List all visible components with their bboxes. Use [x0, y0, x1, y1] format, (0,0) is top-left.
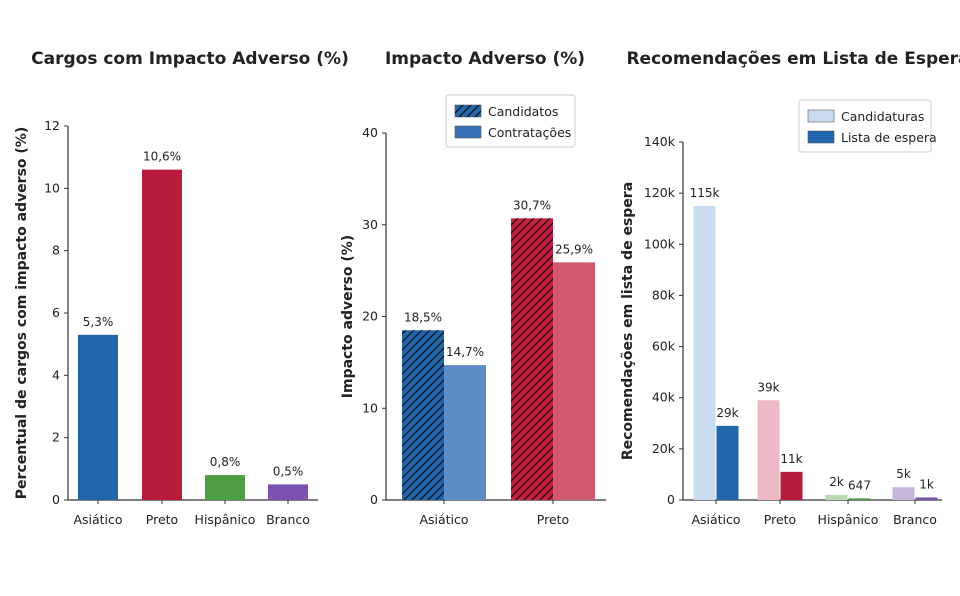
bar-3	[205, 475, 245, 500]
x-tick-label: Preto	[764, 512, 796, 527]
y-tick-label: 100k	[644, 236, 676, 251]
x-tick-label: Hispânico	[818, 512, 879, 527]
data-label: 0,5%	[273, 464, 304, 478]
bar-2-4	[915, 497, 938, 500]
legend-swatch	[807, 130, 835, 144]
y-tick-label: 10	[362, 400, 378, 415]
legend: Candidatos Contratações	[445, 94, 576, 148]
x-tick-label: Asiático	[73, 512, 122, 527]
legend: Candidaturas Lista de espera	[798, 99, 937, 153]
chart-title: Impacto Adverso (%)	[385, 49, 585, 69]
bar-1-2	[757, 400, 780, 500]
legend-swatch	[807, 109, 835, 123]
legend-swatch-hatch	[455, 105, 481, 117]
x-tick-label: Hispânico	[195, 512, 256, 527]
bar-2-2	[780, 471, 803, 500]
y-tick-label: 30	[362, 217, 378, 232]
x-tick-label: Asiático	[419, 512, 468, 527]
y-tick-label: 12	[44, 118, 60, 133]
data-label: 0,8%	[210, 455, 241, 469]
y-tick-label: 4	[52, 367, 60, 382]
y-tick-label: 80k	[652, 287, 676, 302]
legend-label: Candidatos	[488, 104, 558, 119]
bar-2-3	[848, 498, 871, 500]
y-tick-label: 0	[52, 492, 60, 507]
bar-1-3	[825, 494, 848, 500]
data-label: 10,6%	[143, 150, 181, 164]
data-label: 5,3%	[83, 315, 114, 329]
data-label: 14,7%	[446, 345, 484, 359]
bar-4	[268, 484, 308, 500]
bar-hatch-2	[511, 218, 553, 500]
y-tick-label: 120k	[644, 185, 676, 200]
data-label: 30,7%	[513, 198, 551, 212]
data-label: 1k	[919, 477, 934, 491]
y-tick-label: 10	[44, 180, 60, 195]
y-tick-label: 60k	[652, 339, 676, 354]
chart-1: Cargos com Impacto Adverso (%) 0 2 4 6 8 10 12 P…	[14, 49, 349, 527]
bar-2-2	[553, 262, 595, 500]
bar-2-1	[716, 425, 739, 500]
bar-hatch-1	[402, 330, 444, 500]
data-label: 11k	[780, 452, 802, 466]
data-label: 18,5%	[404, 310, 442, 324]
data-label: 2k	[829, 475, 844, 489]
y-tick-label: 40k	[652, 390, 676, 405]
data-label: 647	[848, 478, 871, 492]
x-tick-label: Branco	[266, 512, 310, 527]
y-tick-label: 2	[52, 430, 60, 445]
x-tick-label: Preto	[537, 512, 569, 527]
data-label: 25,9%	[555, 242, 593, 256]
y-tick-label: 0	[667, 492, 675, 507]
y-tick-label: 20k	[652, 441, 676, 456]
x-tick-label: Preto	[146, 512, 178, 527]
x-tick-label: Branco	[893, 512, 937, 527]
legend-swatch	[454, 125, 482, 139]
data-label: 5k	[896, 467, 911, 481]
y-tick-label: 8	[52, 243, 60, 258]
bar-1-4	[892, 487, 915, 500]
y-tick-label: 40	[362, 125, 378, 140]
y-axis-label: Impacto adverso (%)	[340, 235, 356, 398]
chart-title: Cargos com Impacto Adverso (%)	[31, 49, 349, 69]
bar-2	[142, 169, 182, 500]
chart-2: Impacto Adverso (%) 0 10 20 30 40 Impacto adve…	[340, 49, 606, 527]
data-label: 39k	[757, 380, 779, 394]
x-tick-label: Asiático	[691, 512, 740, 527]
bar-1	[78, 334, 118, 500]
y-tick-label: 0	[370, 492, 378, 507]
chart-3: Recomendações em Lista de Espera 0 20k 40k 6…	[620, 49, 960, 527]
bar-1-1	[693, 205, 716, 500]
y-tick-label: 20	[362, 309, 378, 324]
legend-label: Candidaturas	[841, 109, 924, 124]
y-axis-label: Percentual de cargos com impacto adverso…	[14, 127, 30, 499]
legend-label: Lista de espera	[841, 130, 937, 145]
y-tick-label: 140k	[644, 134, 676, 149]
y-tick-label: 6	[52, 305, 60, 320]
chart-title: Recomendações em Lista de Espera	[626, 49, 960, 69]
data-label: 29k	[716, 406, 738, 420]
legend-label: Contratações	[488, 125, 571, 140]
data-label: 115k	[690, 186, 720, 200]
y-axis-label: Recomendações em lista de espera	[620, 182, 636, 460]
bar-2-1	[444, 365, 486, 500]
